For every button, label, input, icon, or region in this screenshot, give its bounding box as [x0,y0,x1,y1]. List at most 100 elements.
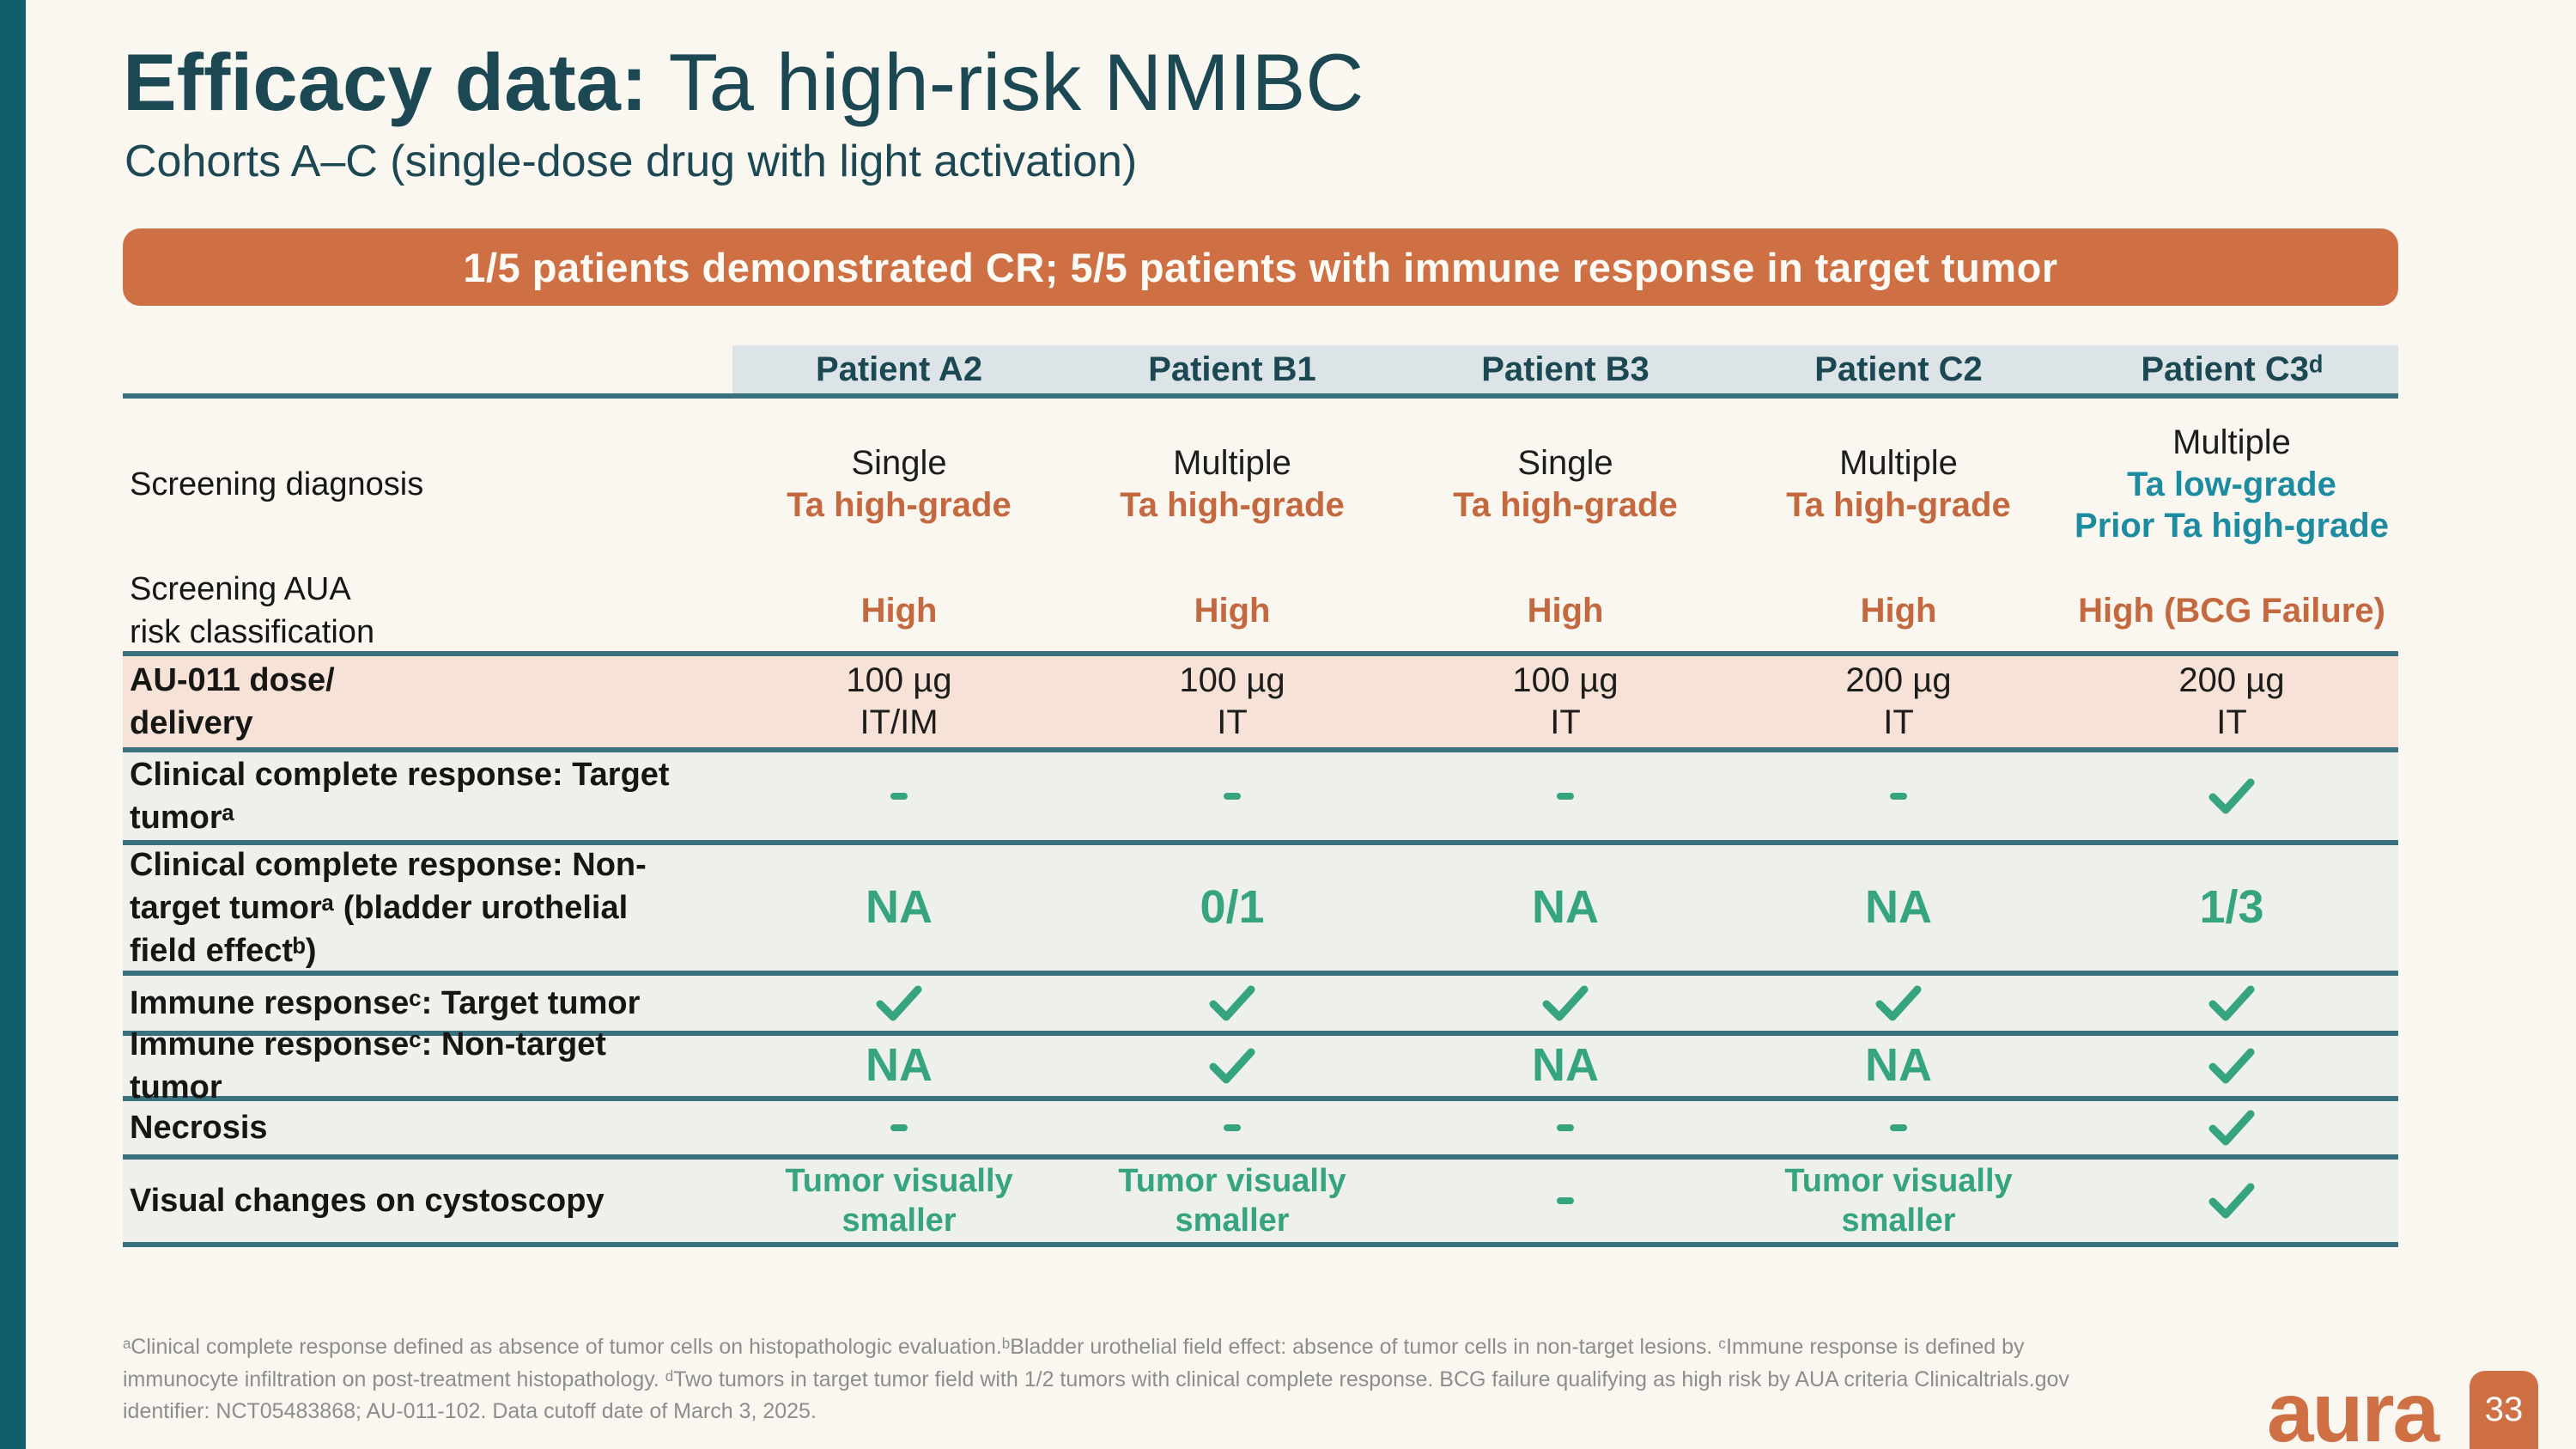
row-label-text: Necrosis [130,1109,268,1146]
row-label-clinical-complete-response-target-tumor: Clinical complete response: Target tumor… [123,752,732,840]
row-label-visual-changes-on-cystoscopy: Visual changes on cystoscopy [123,1160,732,1242]
table-row-au-011-dose-delivery: AU-011 dose/delivery 100 µg IT/IM 100 µg IT 1… [123,656,2398,752]
left-accent-bar [0,0,26,1449]
cell-text: 100 µg [1179,661,1285,700]
check-icon [876,985,922,1021]
cell-immune-response-non-target-tumor-patient-b1 [1066,1036,1399,1096]
cell-text: smaller [1175,1202,1290,1239]
cell-text: smaller [1841,1202,1956,1239]
row-label-necrosis: Necrosis [123,1101,732,1154]
cell-text: 1/3 [2199,881,2264,934]
cell-text: Single [851,444,947,483]
column-header-patient-c3: Patient C3ᵈ [2141,350,2323,388]
table-header-row: Patient A2 Patient B1 Patient B3 Patient C2… [123,345,2398,399]
check-icon [2208,1110,2255,1146]
page-subtitle: Cohorts A–C (single-dose drug with light… [125,137,1138,186]
cell-screening-diagnosis-patient-b1: Multiple Ta high-grade [1066,399,1399,570]
cell-text: 0/1 [1200,881,1265,934]
row-label-text: Immune responseᶜ: Target tumor [130,984,641,1021]
cell-text: High [1860,591,1937,630]
check-icon [2208,1183,2255,1219]
check-icon [1542,985,1589,1021]
column-header-patient-a2: Patient A2 [815,350,983,388]
cell-clinical-complete-response-target-tumor-patient-c3 [2065,752,2398,840]
cell-clinical-complete-response-non-target-tumor-patient-c3: 1/3 [2065,845,2398,971]
cell-text: 100 µg [846,661,952,700]
key-result-banner: 1/5 patients demonstrated CR; 5/5 patien… [123,228,2398,306]
cell-text: IT [1883,703,1914,741]
cell-screening-diagnosis-patient-b3: Single Ta high-grade [1399,399,1732,570]
cell-text: IT/IM [860,703,939,741]
check-icon [1875,985,1922,1021]
cell-immune-response-non-target-tumor-patient-c2: NA [1732,1036,2065,1096]
column-header-patient-b1: Patient B1 [1148,350,1316,388]
row-label-text: Screening diagnosis [130,466,424,502]
cell-visual-changes-on-cystoscopy-patient-c3 [2065,1160,2398,1242]
cell-visual-changes-on-cystoscopy-patient-c2: Tumor visually smaller [1732,1160,2065,1242]
cell-au-011-dose-delivery-patient-c3: 200 µg IT [2065,656,2398,747]
cell-text: Multiple [2172,423,2291,461]
cell-clinical-complete-response-non-target-tumor-patient-b3: NA [1399,845,1732,971]
row-label-screening-diagnosis: Screening diagnosis [123,399,732,570]
cell-au-011-dose-delivery-patient-b1: 100 µg IT [1066,656,1399,747]
cell-immune-response-target-tumor-patient-b1 [1066,976,1399,1031]
cell-immune-response-target-tumor-patient-b3 [1399,976,1732,1031]
cell-text: IT [1217,703,1248,741]
cell-text: High [860,591,938,630]
cell-clinical-complete-response-non-target-tumor-patient-c2: NA [1732,845,2065,971]
row-label-text: risk classification [130,614,375,650]
footnote: ᵃClinical complete response defined as a… [123,1335,2069,1423]
check-icon [2208,778,2255,814]
cell-text: 200 µg [1845,661,1952,700]
row-label-text: Clinical complete response: Non-target t… [130,846,647,970]
cell-clinical-complete-response-non-target-tumor-patient-a2: NA [732,845,1066,971]
dash-icon [1557,1124,1574,1131]
table-row-visual-changes-on-cystoscopy: Visual changes on cystoscopy Tumor visual… [123,1160,2398,1247]
cell-text: NA [1865,1039,1932,1092]
table-row-clinical-complete-response-non-target-tumor: Clinical complete response: Non-target t… [123,845,2398,976]
row-label-immune-response-non-target-tumor: Immune responseᶜ: Non-target tumor [123,1026,732,1105]
cell-clinical-complete-response-non-target-tumor-patient-b1: 0/1 [1066,845,1399,971]
cell-immune-response-target-tumor-patient-a2 [732,976,1066,1031]
cell-text: NA [866,881,933,934]
check-icon [1209,1048,1255,1084]
cell-text: 100 µg [1512,661,1619,700]
cell-text: Ta high-grade [787,486,1012,524]
cell-screening-diagnosis-patient-a2: Single Ta high-grade [732,399,1066,570]
row-label-text: Immune responseᶜ: Non-target tumor [130,1026,606,1105]
cell-text: NA [1532,881,1599,934]
row-label-text: AU-011 dose/ [130,661,335,698]
cell-immune-response-non-target-tumor-patient-a2: NA [732,1036,1066,1096]
column-header-patient-c2: Patient C2 [1814,350,1983,388]
table-row-immune-response-target-tumor: Immune responseᶜ: Target tumor [123,976,2398,1036]
cell-text: Tumor visually [1784,1162,2013,1199]
cell-immune-response-target-tumor-patient-c3 [2065,976,2398,1031]
table-row-screening-diagnosis: Screening diagnosis Single Ta high-grade Mu… [123,399,2398,570]
cell-screening-aua-risk-classification-patient-c2: High [1732,570,2065,651]
table-row-immune-response-non-target-tumor: Immune responseᶜ: Non-target tumor NA NA NA [123,1026,2398,1105]
row-label-text: Clinical complete response: Target tumor… [130,756,670,836]
row-label-text: delivery [130,705,253,741]
cell-screening-aua-risk-classification-patient-c3: High (BCG Failure) [2065,570,2398,651]
cell-screening-diagnosis-patient-c3: Multiple Ta low-grade Prior Ta high-grade [2065,399,2398,570]
cell-text: Ta low-grade [2127,465,2336,503]
page-title-rest: Ta high-risk NMIBC [647,37,1364,127]
check-icon [2208,1048,2255,1084]
check-icon [1209,985,1255,1021]
cell-immune-response-non-target-tumor-patient-b3: NA [1399,1036,1732,1096]
row-label-text: Visual changes on cystoscopy [130,1182,605,1219]
cell-text: smaller [841,1202,957,1239]
cell-screening-aua-risk-classification-patient-b1: High [1066,570,1399,651]
cell-text: Ta high-grade [1453,486,1678,524]
cell-text: Single [1517,444,1613,483]
table-header-spacer [123,345,732,393]
dash-icon [1557,793,1574,800]
key-result-banner-text: 1/5 patients demonstrated CR; 5/5 patien… [463,244,2058,290]
row-label-screening-aua-risk-classification: Screening AUA risk classification [123,570,732,651]
cell-au-011-dose-delivery-patient-a2: 100 µg IT/IM [732,656,1066,747]
cell-necrosis-patient-b1 [1066,1101,1399,1154]
cell-au-011-dose-delivery-patient-b3: 100 µg IT [1399,656,1732,747]
cell-text: High [1194,591,1271,630]
table-row-clinical-complete-response-target-tumor: Clinical complete response: Target tumor… [123,752,2398,845]
